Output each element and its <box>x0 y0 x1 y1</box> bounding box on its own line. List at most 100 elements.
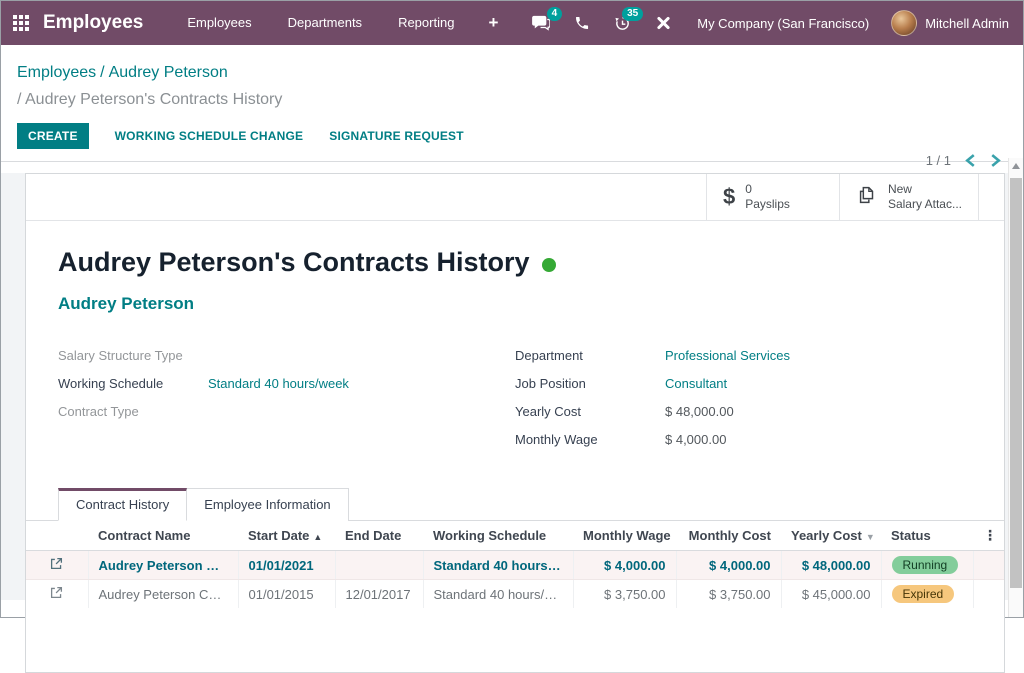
sort-desc-icon: ▼ <box>866 532 875 542</box>
cell-monthly-cost[interactable]: $ 3,750.00 <box>676 580 781 609</box>
optional-columns-icon[interactable]: ⋮ <box>973 521 1005 551</box>
messages-icon[interactable]: 4 <box>522 9 560 37</box>
breadcrumb-separator: / <box>100 64 104 81</box>
control-panel: Employees/ Audrey Peterson / Audrey Peter… <box>1 45 1023 113</box>
pager-prev-icon[interactable] <box>965 154 976 167</box>
pager-next-icon[interactable] <box>990 154 1001 167</box>
breadcrumb-audrey-peterson[interactable]: Audrey Peterson <box>109 64 228 81</box>
monthly-wage-label: Monthly Wage <box>515 430 665 447</box>
breadcrumb-employees[interactable]: Employees <box>17 64 96 81</box>
header-monthly-cost[interactable]: Monthly Cost <box>676 521 781 551</box>
status-dot <box>542 258 556 272</box>
payslips-label: Payslips <box>745 197 790 211</box>
header-yearly-cost[interactable]: Yearly Cost▼ <box>781 521 881 551</box>
cell-monthly-cost[interactable]: $ 4,000.00 <box>676 551 781 580</box>
vertical-scrollbar[interactable] <box>1008 158 1023 617</box>
header-spacer <box>26 521 88 551</box>
header-working-schedule[interactable]: Working Schedule <box>423 521 573 551</box>
contracts-table: Contract Name Start Date▲ End Date Worki… <box>26 521 1005 608</box>
notebook-tabs: Contract History Employee Information <box>26 488 1004 521</box>
department-label: Department <box>515 346 665 363</box>
apps-grid-icon[interactable] <box>13 15 29 31</box>
page-title: Audrey Peterson's Contracts History <box>58 247 972 278</box>
content-area: $ 0 Payslips New Salary Attac... Audrey … <box>1 173 1023 600</box>
cell-start-date[interactable]: 01/01/2015 <box>238 580 335 609</box>
tab-contract-history[interactable]: Contract History <box>58 488 187 521</box>
nav-menu: Employees Departments Reporting + <box>173 9 510 37</box>
tab-employee-information[interactable]: Employee Information <box>187 488 348 521</box>
field-column-right: Department Professional Services Job Pos… <box>515 346 972 458</box>
app-title[interactable]: Employees <box>43 12 143 34</box>
activities-badge: 35 <box>622 7 643 21</box>
scrollbar-up-icon[interactable] <box>1012 163 1020 169</box>
header-contract-name[interactable]: Contract Name <box>88 521 238 551</box>
user-name: Mitchell Admin <box>925 16 1009 31</box>
yearly-cost-label: Yearly Cost <box>515 402 665 419</box>
salary-attachment-label: Salary Attac... <box>888 197 962 211</box>
table-row[interactable]: Audrey Peterson Contr... 01/01/2015 12/0… <box>26 580 1005 609</box>
cell-yearly-cost[interactable]: $ 48,000.00 <box>781 551 881 580</box>
payslips-count: 0 <box>745 182 790 197</box>
top-navbar: Employees Employees Departments Reportin… <box>1 1 1023 45</box>
nav-plus-icon[interactable]: + <box>476 9 510 37</box>
cell-yearly-cost[interactable]: $ 45,000.00 <box>781 580 881 609</box>
working-schedule-change-button[interactable]: WORKING SCHEDULE CHANGE <box>115 129 304 143</box>
cell-working-schedule[interactable]: Standard 40 hours/we... <box>423 580 573 609</box>
cell-start-date[interactable]: 01/01/2021 <box>238 551 335 580</box>
salary-attachment-value: New <box>888 182 962 197</box>
cell-end-date[interactable] <box>335 551 423 580</box>
company-switcher[interactable]: My Company (San Francisco) <box>685 16 887 31</box>
activities-icon[interactable]: 35 <box>604 9 641 38</box>
header-monthly-wage[interactable]: Monthly Wage <box>573 521 676 551</box>
action-bar: CREATE WORKING SCHEDULE CHANGE SIGNATURE… <box>1 113 1023 162</box>
yearly-cost-value: $ 48,000.00 <box>665 402 734 419</box>
department-value[interactable]: Professional Services <box>665 346 790 363</box>
pager: 1 / 1 <box>926 153 1001 168</box>
header-status[interactable]: Status <box>881 521 973 551</box>
monthly-wage-value: $ 4,000.00 <box>665 430 726 447</box>
avatar <box>891 10 917 36</box>
cell-working-schedule[interactable]: Standard 40 hours/we... <box>423 551 573 580</box>
signature-request-button[interactable]: SIGNATURE REQUEST <box>329 129 464 143</box>
status-badge: Expired <box>892 585 955 603</box>
salary-attachment-stat-button[interactable]: New Salary Attac... <box>839 174 979 220</box>
breadcrumb: Employees/ Audrey Peterson <box>17 59 1007 86</box>
working-schedule-value[interactable]: Standard 40 hours/week <box>208 374 349 391</box>
job-position-value[interactable]: Consultant <box>665 374 727 391</box>
salary-structure-type-label: Salary Structure Type <box>58 346 208 363</box>
contract-type-label: Contract Type <box>58 402 208 419</box>
employee-link[interactable]: Audrey Peterson <box>58 294 972 314</box>
create-button[interactable]: CREATE <box>17 123 89 149</box>
cell-monthly-wage[interactable]: $ 3,750.00 <box>573 580 676 609</box>
tools-icon[interactable] <box>645 9 681 37</box>
field-grid: Salary Structure Type Working Schedule S… <box>58 346 972 458</box>
header-start-date[interactable]: Start Date▲ <box>238 521 335 551</box>
nav-item-reporting[interactable]: Reporting <box>384 9 468 37</box>
phone-icon[interactable] <box>564 9 600 37</box>
header-end-date[interactable]: End Date <box>335 521 423 551</box>
external-link-icon[interactable] <box>50 558 63 573</box>
field-column-left: Salary Structure Type Working Schedule S… <box>58 346 515 458</box>
scrollbar-thumb[interactable] <box>1010 178 1022 588</box>
cell-contract-name[interactable]: Audrey Peterson Cont... <box>88 551 238 580</box>
user-menu[interactable]: Mitchell Admin <box>891 10 1009 36</box>
salary-attachment-icon <box>856 184 878 211</box>
table-header-row: Contract Name Start Date▲ End Date Worki… <box>26 521 1005 551</box>
messages-badge: 4 <box>547 7 563 21</box>
payslips-stat-button[interactable]: $ 0 Payslips <box>706 174 839 220</box>
status-badge: Running <box>892 556 959 574</box>
external-link-icon[interactable] <box>50 587 63 602</box>
stat-button-row: $ 0 Payslips New Salary Attac... <box>26 174 1004 221</box>
cell-end-date[interactable]: 12/01/2017 <box>335 580 423 609</box>
payslips-dollar-icon: $ <box>723 184 735 210</box>
pager-count: 1 / 1 <box>926 153 951 168</box>
working-schedule-label: Working Schedule <box>58 374 208 391</box>
sort-asc-icon: ▲ <box>313 532 322 542</box>
nav-item-departments[interactable]: Departments <box>274 9 376 37</box>
breadcrumb-current: / Audrey Peterson's Contracts History <box>17 86 1007 113</box>
nav-item-employees[interactable]: Employees <box>173 9 265 37</box>
form-sheet: $ 0 Payslips New Salary Attac... Audrey … <box>25 173 1005 673</box>
cell-contract-name[interactable]: Audrey Peterson Contr... <box>88 580 238 609</box>
table-row[interactable]: Audrey Peterson Cont... 01/01/2021 Stand… <box>26 551 1005 580</box>
cell-monthly-wage[interactable]: $ 4,000.00 <box>573 551 676 580</box>
